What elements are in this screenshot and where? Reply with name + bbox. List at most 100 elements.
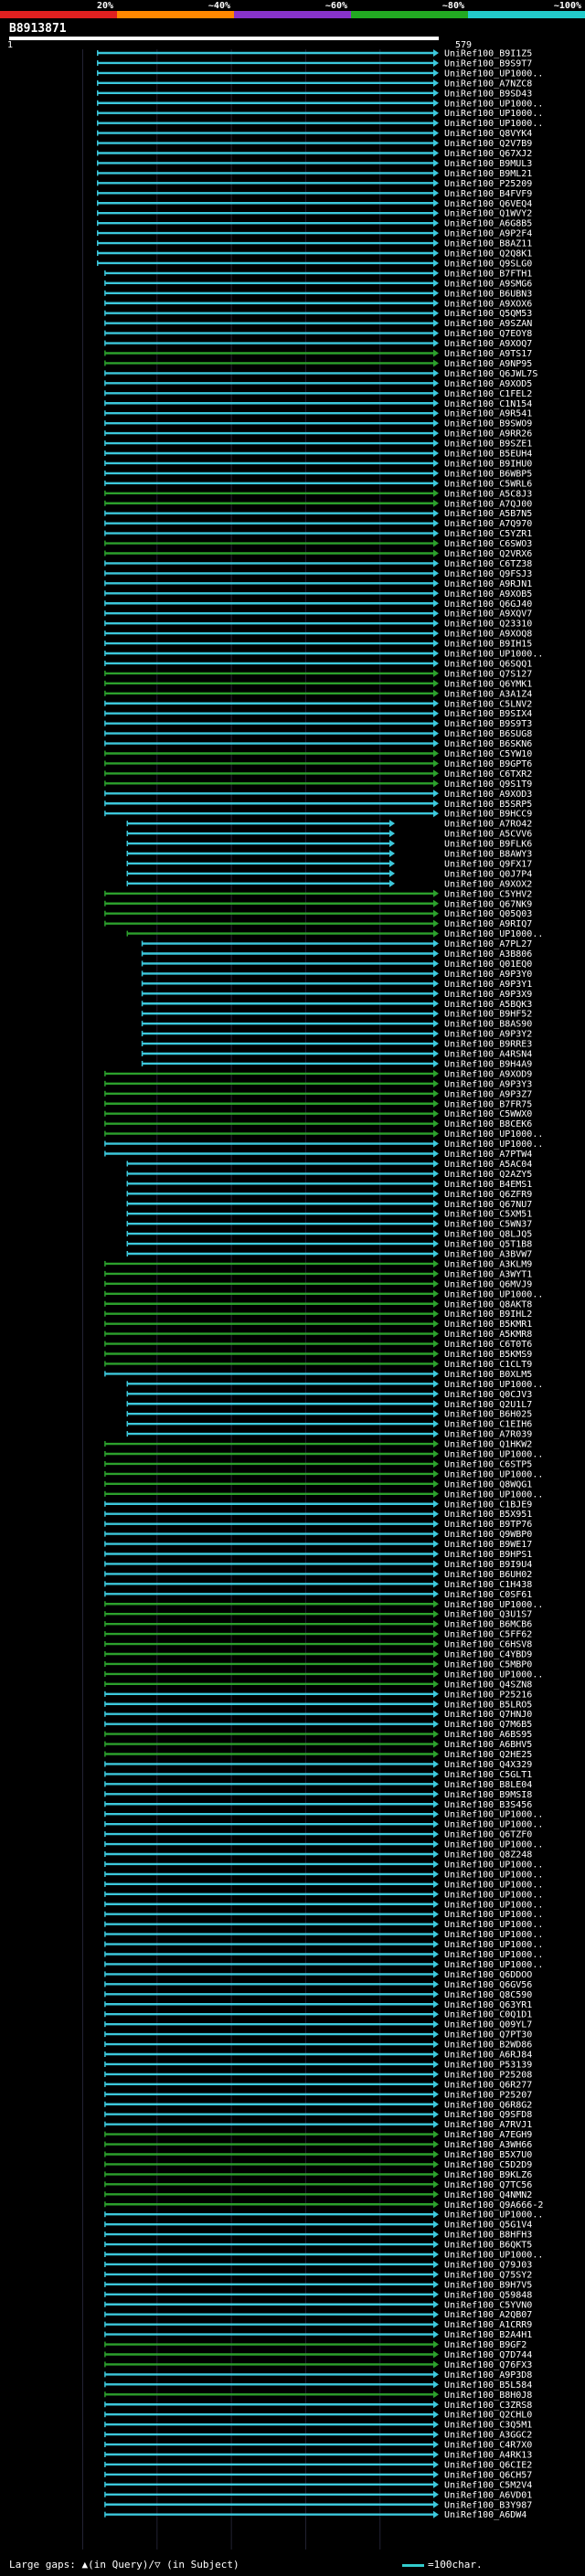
hit-row[interactable]: UniRef100_Q09YL7	[104, 2020, 532, 2030]
hit-label[interactable]: UniRef100_UP1000..	[444, 1900, 543, 1910]
hit-row[interactable]: UniRef100_UP1000..	[104, 1900, 543, 1910]
hit-label[interactable]: UniRef100_C5WWX0	[444, 1109, 532, 1119]
hit-row[interactable]: UniRef100_B3Y987	[104, 2500, 532, 2510]
hit-label[interactable]: UniRef100_A5AC04	[444, 1160, 532, 1170]
hit-row[interactable]: UniRef100_Q8WQG1	[104, 1479, 532, 1489]
hit-label[interactable]: UniRef100_B4EMS1	[444, 1180, 532, 1190]
hit-label[interactable]: UniRef100_UP1000..	[444, 1600, 543, 1610]
hit-label[interactable]: UniRef100_C5YW10	[444, 749, 532, 759]
hit-row[interactable]: UniRef100_UP1000..	[104, 1810, 543, 1820]
hit-label[interactable]: UniRef100_C6STP5	[444, 1459, 532, 1469]
hit-label[interactable]: UniRef100_UP1000..	[444, 1489, 543, 1500]
hit-label[interactable]: UniRef100_A4RSN4	[444, 1050, 532, 1060]
hit-row[interactable]: UniRef100_Q2U1L7	[126, 1400, 532, 1410]
hit-label[interactable]: UniRef100_A9RR26	[444, 429, 532, 440]
hit-row[interactable]: UniRef100_B6WBP5	[104, 469, 532, 479]
hit-label[interactable]: UniRef100_Q67NK9	[444, 899, 532, 909]
hit-label[interactable]: UniRef100_C0SF61	[444, 1590, 532, 1600]
hit-label[interactable]: UniRef100_B9MSI8	[444, 1790, 532, 1800]
hit-label[interactable]: UniRef100_B6WBP5	[444, 469, 532, 479]
hit-label[interactable]: UniRef100_C5YVN0	[444, 2300, 532, 2310]
hit-label[interactable]: UniRef100_B9H7V5	[444, 2280, 532, 2290]
hit-row[interactable]: UniRef100_C5WN37	[126, 1220, 532, 1230]
hit-row[interactable]: UniRef100_UP1000..	[97, 109, 544, 119]
hit-row[interactable]: UniRef100_A9SZAN	[104, 319, 532, 329]
hit-row[interactable]: UniRef100_Q8Z248	[104, 1850, 532, 1860]
hit-label[interactable]: UniRef100_A1CRR9	[444, 2320, 532, 2330]
hit-row[interactable]: UniRef100_Q9A666-2	[104, 2200, 543, 2210]
hit-label[interactable]: UniRef100_B7FTH1	[444, 269, 532, 279]
hit-label[interactable]: UniRef100_B9S9T3	[444, 719, 532, 729]
hit-label[interactable]: UniRef100_A9XOQ8	[444, 630, 532, 640]
hit-row[interactable]: UniRef100_C1EIH6	[126, 1420, 532, 1430]
hit-label[interactable]: UniRef100_B9FLK6	[444, 840, 532, 850]
hit-row[interactable]: UniRef100_B5LRO5	[104, 1700, 532, 1710]
hit-label[interactable]: UniRef100_Q2HE25	[444, 1750, 532, 1760]
hit-row[interactable]: UniRef100_A1CRR9	[104, 2320, 532, 2330]
hit-row[interactable]: UniRef100_B5SRP5	[104, 800, 532, 810]
hit-label[interactable]: UniRef100_A9P2F4	[444, 229, 532, 239]
hit-label[interactable]: UniRef100_C1CLT9	[444, 1360, 532, 1370]
hit-row[interactable]: UniRef100_C5WWX0	[104, 1109, 532, 1119]
hit-row[interactable]: UniRef100_Q59848	[104, 2290, 532, 2300]
hit-row[interactable]: UniRef100_Q2CHL0	[104, 2411, 532, 2421]
hit-label[interactable]: UniRef100_C5LNV2	[444, 699, 532, 709]
hit-label[interactable]: UniRef100_Q8C590	[444, 1990, 532, 2000]
hit-row[interactable]: UniRef100_UP1000..	[104, 2251, 543, 2261]
hit-row[interactable]: UniRef100_A9P3Y3	[104, 1079, 532, 1089]
hit-row[interactable]: UniRef100_B9KLZ6	[104, 2170, 532, 2180]
hit-row[interactable]: UniRef100_A3B806	[141, 949, 533, 959]
hit-row[interactable]: UniRef100_A3WYT1	[104, 1269, 532, 1279]
hit-row[interactable]: UniRef100_C3ZRS8	[104, 2401, 532, 2411]
hit-label[interactable]: UniRef100_B9RRE3	[444, 1040, 532, 1050]
hit-row[interactable]: UniRef100_UP1000..	[104, 1820, 543, 1830]
hit-row[interactable]: UniRef100_C1BJE9	[104, 1500, 532, 1510]
hit-label[interactable]: UniRef100_Q2CHL0	[444, 2411, 532, 2421]
hit-row[interactable]: UniRef100_C0SF61	[104, 1590, 532, 1600]
hit-row[interactable]: UniRef100_B9I1Z5	[97, 49, 533, 59]
hit-row[interactable]: UniRef100_Q6CH57	[104, 2470, 532, 2480]
hit-row[interactable]: UniRef100_A7PTW4	[104, 1150, 532, 1160]
hit-label[interactable]: UniRef100_A4RK13	[444, 2451, 532, 2461]
hit-label[interactable]: UniRef100_A5C8J3	[444, 489, 532, 499]
hit-row[interactable]: UniRef100_UP1000..	[97, 119, 544, 129]
hit-label[interactable]: UniRef100_B8HFH3	[444, 2231, 532, 2241]
hit-label[interactable]: UniRef100_P25216	[444, 1690, 532, 1700]
hit-row[interactable]: UniRef100_C5LNV2	[104, 699, 532, 709]
hit-row[interactable]: UniRef100_A9NP95	[104, 359, 532, 369]
hit-label[interactable]: UniRef100_Q2Q8K1	[444, 249, 532, 260]
hit-row[interactable]: UniRef100_B2A4H1	[104, 2330, 532, 2340]
hit-label[interactable]: UniRef100_A7QJ00	[444, 499, 532, 509]
hit-row[interactable]: UniRef100_C6TXR2	[104, 769, 532, 779]
hit-label[interactable]: UniRef100_UP1000..	[444, 109, 543, 119]
hit-row[interactable]: UniRef100_Q1WVY2	[97, 209, 533, 219]
hit-row[interactable]: UniRef100_B9HF52	[141, 1010, 533, 1020]
hit-row[interactable]: UniRef100_Q7D744	[104, 2350, 532, 2360]
hit-row[interactable]: UniRef100_C1FEL2	[104, 389, 532, 399]
hit-label[interactable]: UniRef100_Q0J7P4	[444, 869, 532, 879]
hit-label[interactable]: UniRef100_UP1000..	[444, 1960, 543, 1970]
hit-row[interactable]: UniRef100_C5YHV2	[104, 889, 532, 899]
hit-label[interactable]: UniRef100_A9XOD5	[444, 379, 532, 389]
hit-row[interactable]: UniRef100_A3WH66	[104, 2140, 532, 2150]
hit-label[interactable]: UniRef100_Q4NMN2	[444, 2190, 532, 2200]
hit-label[interactable]: UniRef100_A6VD01	[444, 2490, 532, 2500]
hit-label[interactable]: UniRef100_UP1000..	[444, 929, 543, 939]
hit-row[interactable]: UniRef100_A9XOX2	[126, 879, 532, 889]
hit-label[interactable]: UniRef100_C1FEL2	[444, 389, 532, 399]
hit-label[interactable]: UniRef100_Q9FSJ3	[444, 569, 532, 579]
hit-row[interactable]: UniRef100_A3KLM9	[104, 1259, 532, 1269]
hit-row[interactable]: UniRef100_A9P3Y0	[141, 970, 533, 980]
hit-row[interactable]: UniRef100_P25207	[104, 2090, 532, 2100]
hit-row[interactable]: UniRef100_B5L584	[104, 2380, 532, 2390]
hit-row[interactable]: UniRef100_B9HCC9	[104, 810, 532, 820]
hit-label[interactable]: UniRef100_B9S9T7	[444, 58, 532, 69]
hit-row[interactable]: UniRef100_B9S9T3	[104, 719, 532, 729]
hit-label[interactable]: UniRef100_Q2V7B9	[444, 139, 532, 149]
hit-label[interactable]: UniRef100_A9XOQ7	[444, 339, 532, 349]
hit-label[interactable]: UniRef100_A9TS17	[444, 349, 532, 359]
hit-row[interactable]: UniRef100_Q5QM53	[104, 309, 532, 319]
hit-label[interactable]: UniRef100_A9RIQ7	[444, 919, 532, 929]
hit-row[interactable]: UniRef100_C5GLT1	[104, 1770, 532, 1780]
hit-row[interactable]: UniRef100_A9RR26	[104, 429, 532, 440]
